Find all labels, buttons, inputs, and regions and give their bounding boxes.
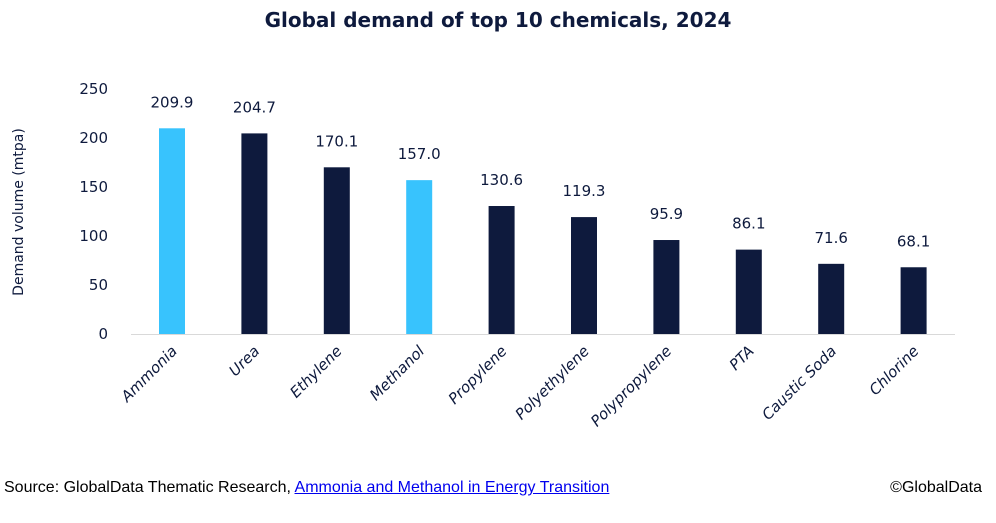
bar-ethylene — [323, 167, 350, 334]
data-label: 119.3 — [563, 182, 606, 200]
y-tick-label: 200 — [79, 129, 108, 147]
x-tick-label: Propylene — [445, 342, 511, 408]
x-tick-label: Polyethylene — [512, 342, 593, 423]
bar-propylene — [488, 206, 515, 334]
source-link[interactable]: Ammonia and Methanol in Energy Transitio… — [294, 479, 610, 496]
data-label: 71.6 — [814, 229, 847, 247]
x-tick-labels: Ammonia Urea Ethylene Methanol Propylene Poly… — [117, 342, 923, 431]
data-label: 204.7 — [233, 98, 276, 116]
bar-ammonia — [159, 128, 185, 334]
x-tick-label: Polypropylene — [587, 342, 675, 430]
x-tick-label: PTA — [726, 342, 758, 374]
bars — [159, 128, 927, 334]
data-label: 95.9 — [650, 205, 683, 223]
data-label: 86.1 — [732, 215, 765, 233]
bar-polyethylene — [571, 217, 597, 334]
data-label: 209.9 — [151, 93, 194, 111]
source-prefix: Source: GlobalData Thematic Research, — [4, 479, 295, 496]
y-tick-label: 100 — [79, 227, 108, 245]
data-label: 68.1 — [897, 232, 930, 250]
y-tick-label: 0 — [98, 325, 108, 343]
x-tick-label: Ethylene — [286, 342, 345, 401]
chart-title: Global demand of top 10 chemicals, 2024 — [264, 8, 732, 32]
bar-methanol — [406, 180, 433, 334]
data-label: 130.6 — [480, 171, 523, 189]
y-tick-label: 150 — [79, 178, 108, 196]
x-tick-label: Methanol — [366, 342, 429, 405]
x-tick-label: Urea — [225, 342, 263, 380]
y-tick-label: 50 — [89, 276, 108, 294]
y-tick-label: 250 — [79, 80, 108, 98]
bar-polypropylene — [653, 240, 680, 334]
data-label: 170.1 — [315, 132, 358, 150]
bar-pta — [735, 249, 762, 334]
y-axis: 0 50 100 150 200 250 — [79, 80, 108, 343]
data-label: 157.0 — [398, 145, 441, 163]
data-labels: 209.9 204.7 170.1 157.0 130.6 119.3 95.9 86.1 71… — [151, 93, 931, 250]
bar-caustic-soda — [818, 263, 845, 334]
bar-chlorine — [900, 267, 927, 334]
bar-urea — [241, 133, 268, 334]
x-tick-label: Ammonia — [117, 342, 181, 406]
source-note: Source: GlobalData Thematic Research, Am… — [4, 479, 609, 497]
x-tick-label: Chlorine — [866, 342, 923, 399]
bar-chart: 0 50 100 150 200 250 Demand volume (mtpa) 209… — [11, 80, 955, 431]
y-axis-label: Demand volume (mtpa) — [11, 128, 27, 296]
x-tick-label: Caustic Soda — [758, 342, 840, 424]
copyright: ©GlobalData — [890, 479, 982, 496]
